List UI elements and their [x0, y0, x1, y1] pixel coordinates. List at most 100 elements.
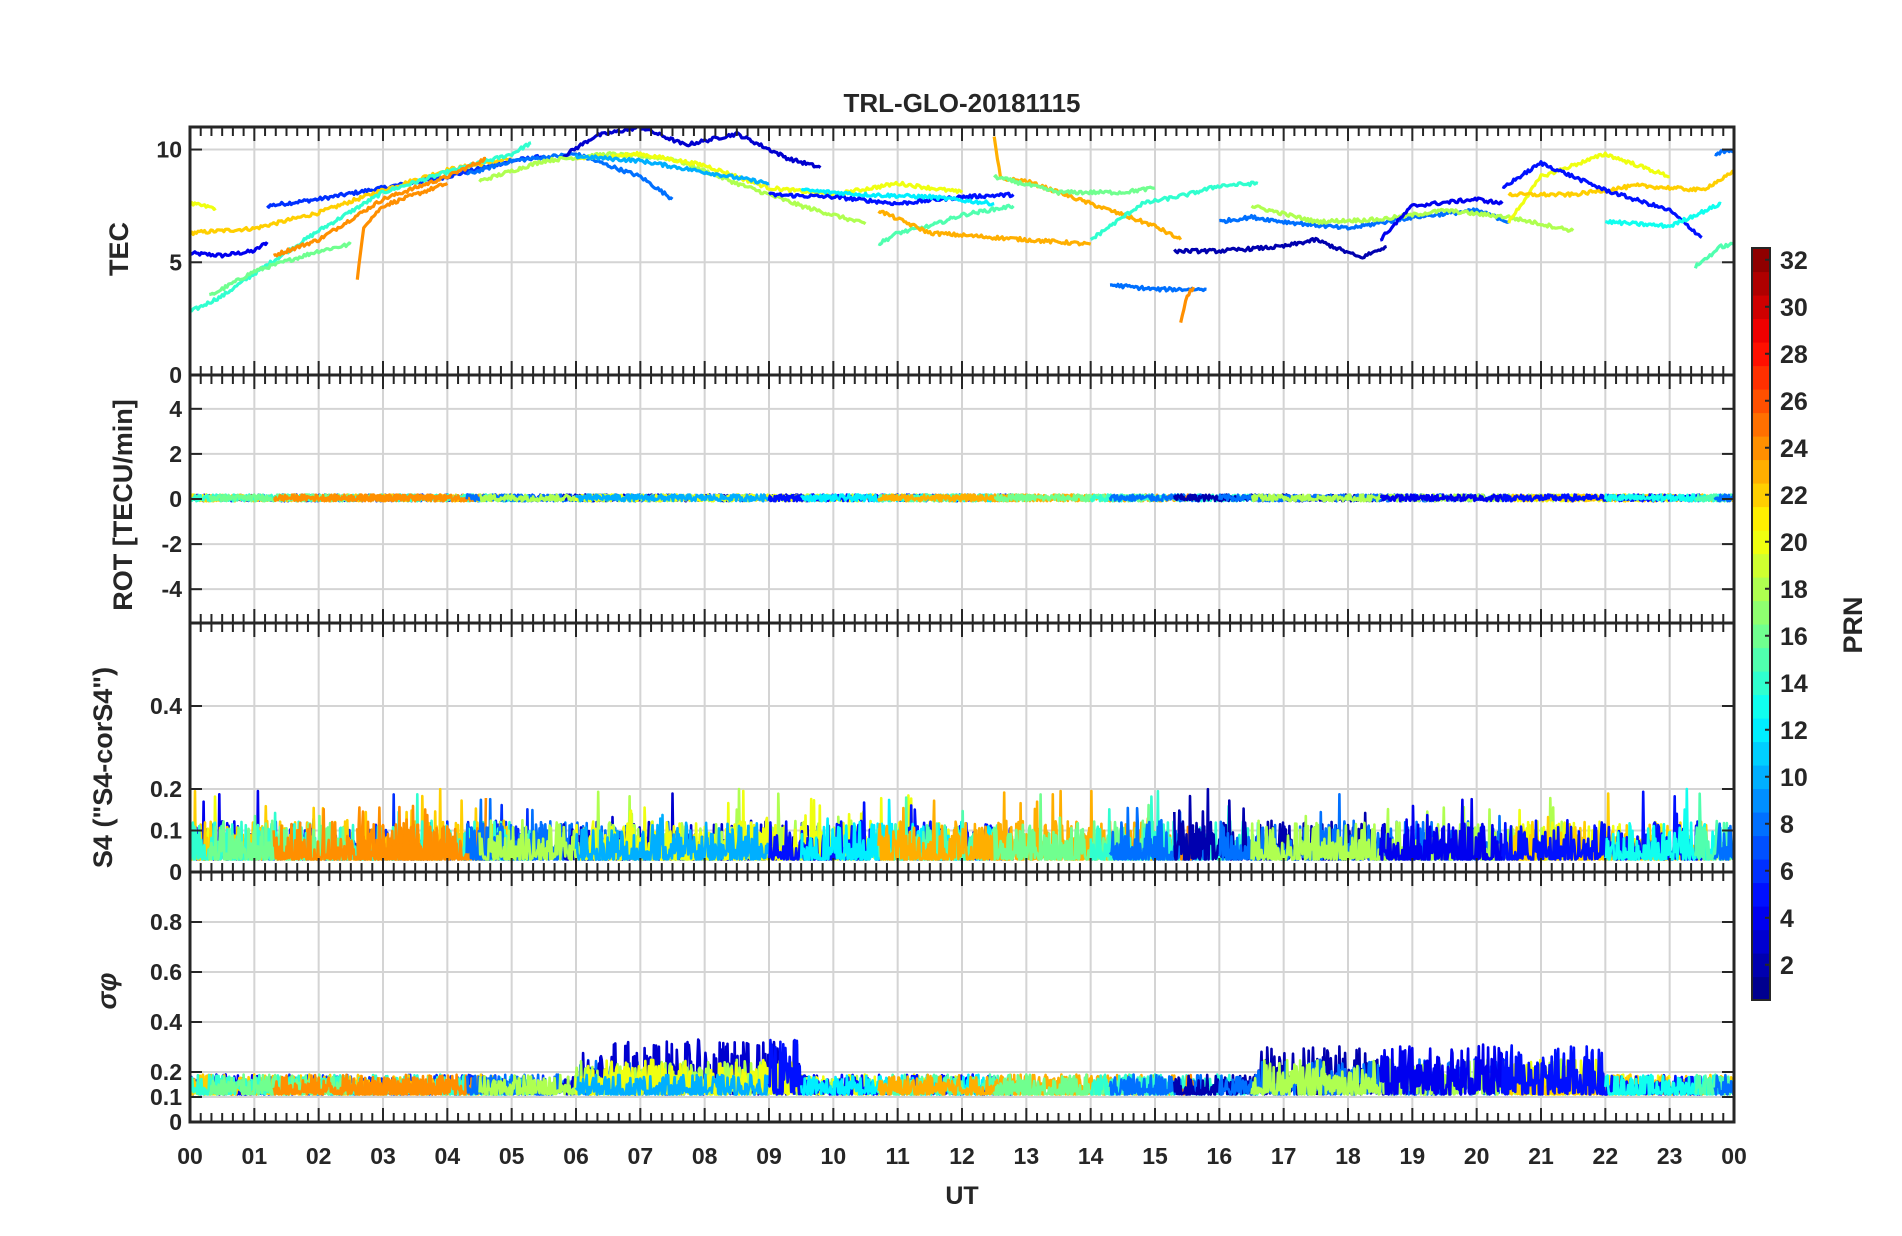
- x-tick-label: 09: [756, 1143, 782, 1169]
- tec-y-tick-label: 10: [156, 137, 182, 163]
- tec-series-prn-15: [1693, 241, 1734, 269]
- tec-series-prn-4: [190, 241, 269, 259]
- colorbar-swatch: [1752, 600, 1770, 625]
- colorbar-swatch: [1752, 694, 1770, 719]
- colorbar-tick-label: 10: [1780, 764, 1808, 792]
- tec-series-prn-18: [1250, 204, 1575, 233]
- sigma-phi-axis-label: σφ: [92, 973, 122, 1010]
- colorbar-tick-label: 6: [1780, 858, 1794, 886]
- x-tick-label: 04: [435, 1143, 461, 1169]
- colorbar-swatch: [1752, 835, 1770, 860]
- x-tick-label: 11: [886, 1143, 911, 1169]
- rot-y-tick-label: 0: [169, 486, 182, 512]
- colorbar-swatch: [1752, 976, 1770, 1001]
- colorbar-swatch: [1752, 953, 1770, 978]
- tec-series-prn-15: [877, 203, 1015, 247]
- tec-y-tick-label: 0: [169, 362, 182, 388]
- colorbar-swatch: [1752, 318, 1770, 343]
- tec-series-prn-20: [575, 150, 964, 198]
- tec-series-prn-16: [993, 174, 1156, 196]
- colorbar-swatch: [1752, 788, 1770, 813]
- panel-s4-data: [190, 787, 1734, 861]
- rot-y-tick-label: 2: [169, 441, 182, 467]
- s4-series-prn-16: [208, 814, 353, 861]
- colorbar-tick-label: 26: [1780, 388, 1808, 416]
- chart-title: TRL-GLO-20181115: [844, 88, 1081, 118]
- colorbar-swatch: [1752, 577, 1770, 602]
- sigma_phi-y-tick-label: 0.1: [150, 1084, 182, 1110]
- colorbar-swatch: [1752, 389, 1770, 414]
- s4-y-tick-label: 0.1: [150, 818, 182, 844]
- colorbar-tick-label: 18: [1780, 576, 1808, 604]
- colorbar-swatch: [1752, 553, 1770, 578]
- x-tick-label: 03: [370, 1143, 396, 1169]
- colorbar-tick-label: 16: [1780, 623, 1808, 651]
- x-tick-label: 00: [177, 1143, 203, 1169]
- tec-series-prn-4: [1379, 196, 1504, 242]
- tec-series-prn-23: [992, 136, 1183, 241]
- x-tick-label: 23: [1657, 1143, 1683, 1169]
- colorbar-tick-label: 12: [1780, 717, 1808, 745]
- s4-series-prn-10: [574, 813, 771, 861]
- colorbar-tick-label: 2: [1780, 952, 1794, 980]
- panel-sigma_phi-ticks: [189, 872, 1735, 1123]
- tec-series-prn-24: [1179, 286, 1196, 323]
- x-tick-label: 20: [1464, 1143, 1490, 1169]
- colorbar-swatch: [1752, 671, 1770, 696]
- colorbar-swatch: [1752, 765, 1770, 790]
- colorbar-swatch: [1752, 859, 1770, 884]
- sigma_phi-y-tick-label: 0.2: [150, 1059, 182, 1085]
- colorbar-swatch: [1752, 647, 1770, 672]
- sigma_phi-y-tick-label: 0.6: [150, 959, 182, 985]
- panel-tec: 0 5 10 TEC: [104, 125, 1736, 388]
- s4-series-prn-4: [1378, 797, 1504, 861]
- rot-y-tick-label: 4: [169, 396, 182, 422]
- x-tick-label: 12: [949, 1143, 975, 1169]
- x-tick-label: 18: [1335, 1143, 1361, 1169]
- colorbar-swatch: [1752, 483, 1770, 508]
- panel-rot: -4 -2 0 2 4 ROT [TECU/min]: [108, 373, 1736, 625]
- tec-series-prn-5: [1501, 160, 1703, 239]
- x-tick-label: 06: [563, 1143, 589, 1169]
- colorbar-swatch: [1752, 248, 1770, 273]
- tec-series-prn-3: [561, 127, 822, 169]
- tec-series-prn-24: [355, 182, 449, 280]
- rot-y-tick-label: -4: [162, 576, 183, 602]
- sigma_phi-y-tick-label: 0: [169, 1109, 182, 1135]
- panel-sigma_phi: 00.10.2 0.4 0.6 0.8 σφ: [92, 870, 1736, 1135]
- tec-series-prn-2: [1173, 236, 1387, 260]
- tec-series-prn-12: [800, 187, 995, 207]
- colorbar-swatch: [1752, 718, 1770, 743]
- colorbar-swatch: [1752, 271, 1770, 296]
- rot-series-prn-10: [574, 493, 771, 503]
- x-tick-label: 05: [499, 1143, 525, 1169]
- tec-series-prn-14: [1089, 180, 1259, 241]
- x-tick-label: 19: [1400, 1143, 1426, 1169]
- colorbar-tick-label: 8: [1780, 811, 1794, 839]
- colorbar-tick-label: 4: [1780, 905, 1794, 933]
- tec-series-prn-23: [877, 209, 1092, 247]
- colorbar-swatch: [1752, 624, 1770, 649]
- colorbar-swatch: [1752, 906, 1770, 931]
- colorbar-swatch: [1752, 741, 1770, 766]
- x-tick-label: 22: [1593, 1143, 1619, 1169]
- x-tick-label: 01: [242, 1143, 268, 1169]
- tec-y-tick-label: 5: [169, 249, 182, 275]
- x-tick-label: 21: [1528, 1143, 1554, 1169]
- rot-series-prn-4: [1379, 493, 1503, 503]
- s4-axis-label: S4 ("S4-corS4"): [88, 667, 118, 868]
- colorbar-swatch: [1752, 459, 1770, 484]
- sigma_phi-y-tick-label: 0.4: [150, 1009, 182, 1035]
- tec-series-prn-13: [1604, 201, 1722, 229]
- tec-series-prn-5: [767, 191, 1015, 207]
- s4-series-prn-24: [272, 797, 488, 861]
- panel-s4: 0 0.1 0.2 0.4 S4 ("S4-corS4"): [88, 621, 1736, 885]
- tec-series-prn-20: [1507, 151, 1670, 224]
- x-tick-label: 07: [628, 1143, 654, 1169]
- x-tick-label: 16: [1207, 1143, 1233, 1169]
- x-tick-label: 08: [692, 1143, 718, 1169]
- tec-series-prn-10: [574, 153, 770, 186]
- sigma_phi-series-prn-24: [356, 1074, 449, 1096]
